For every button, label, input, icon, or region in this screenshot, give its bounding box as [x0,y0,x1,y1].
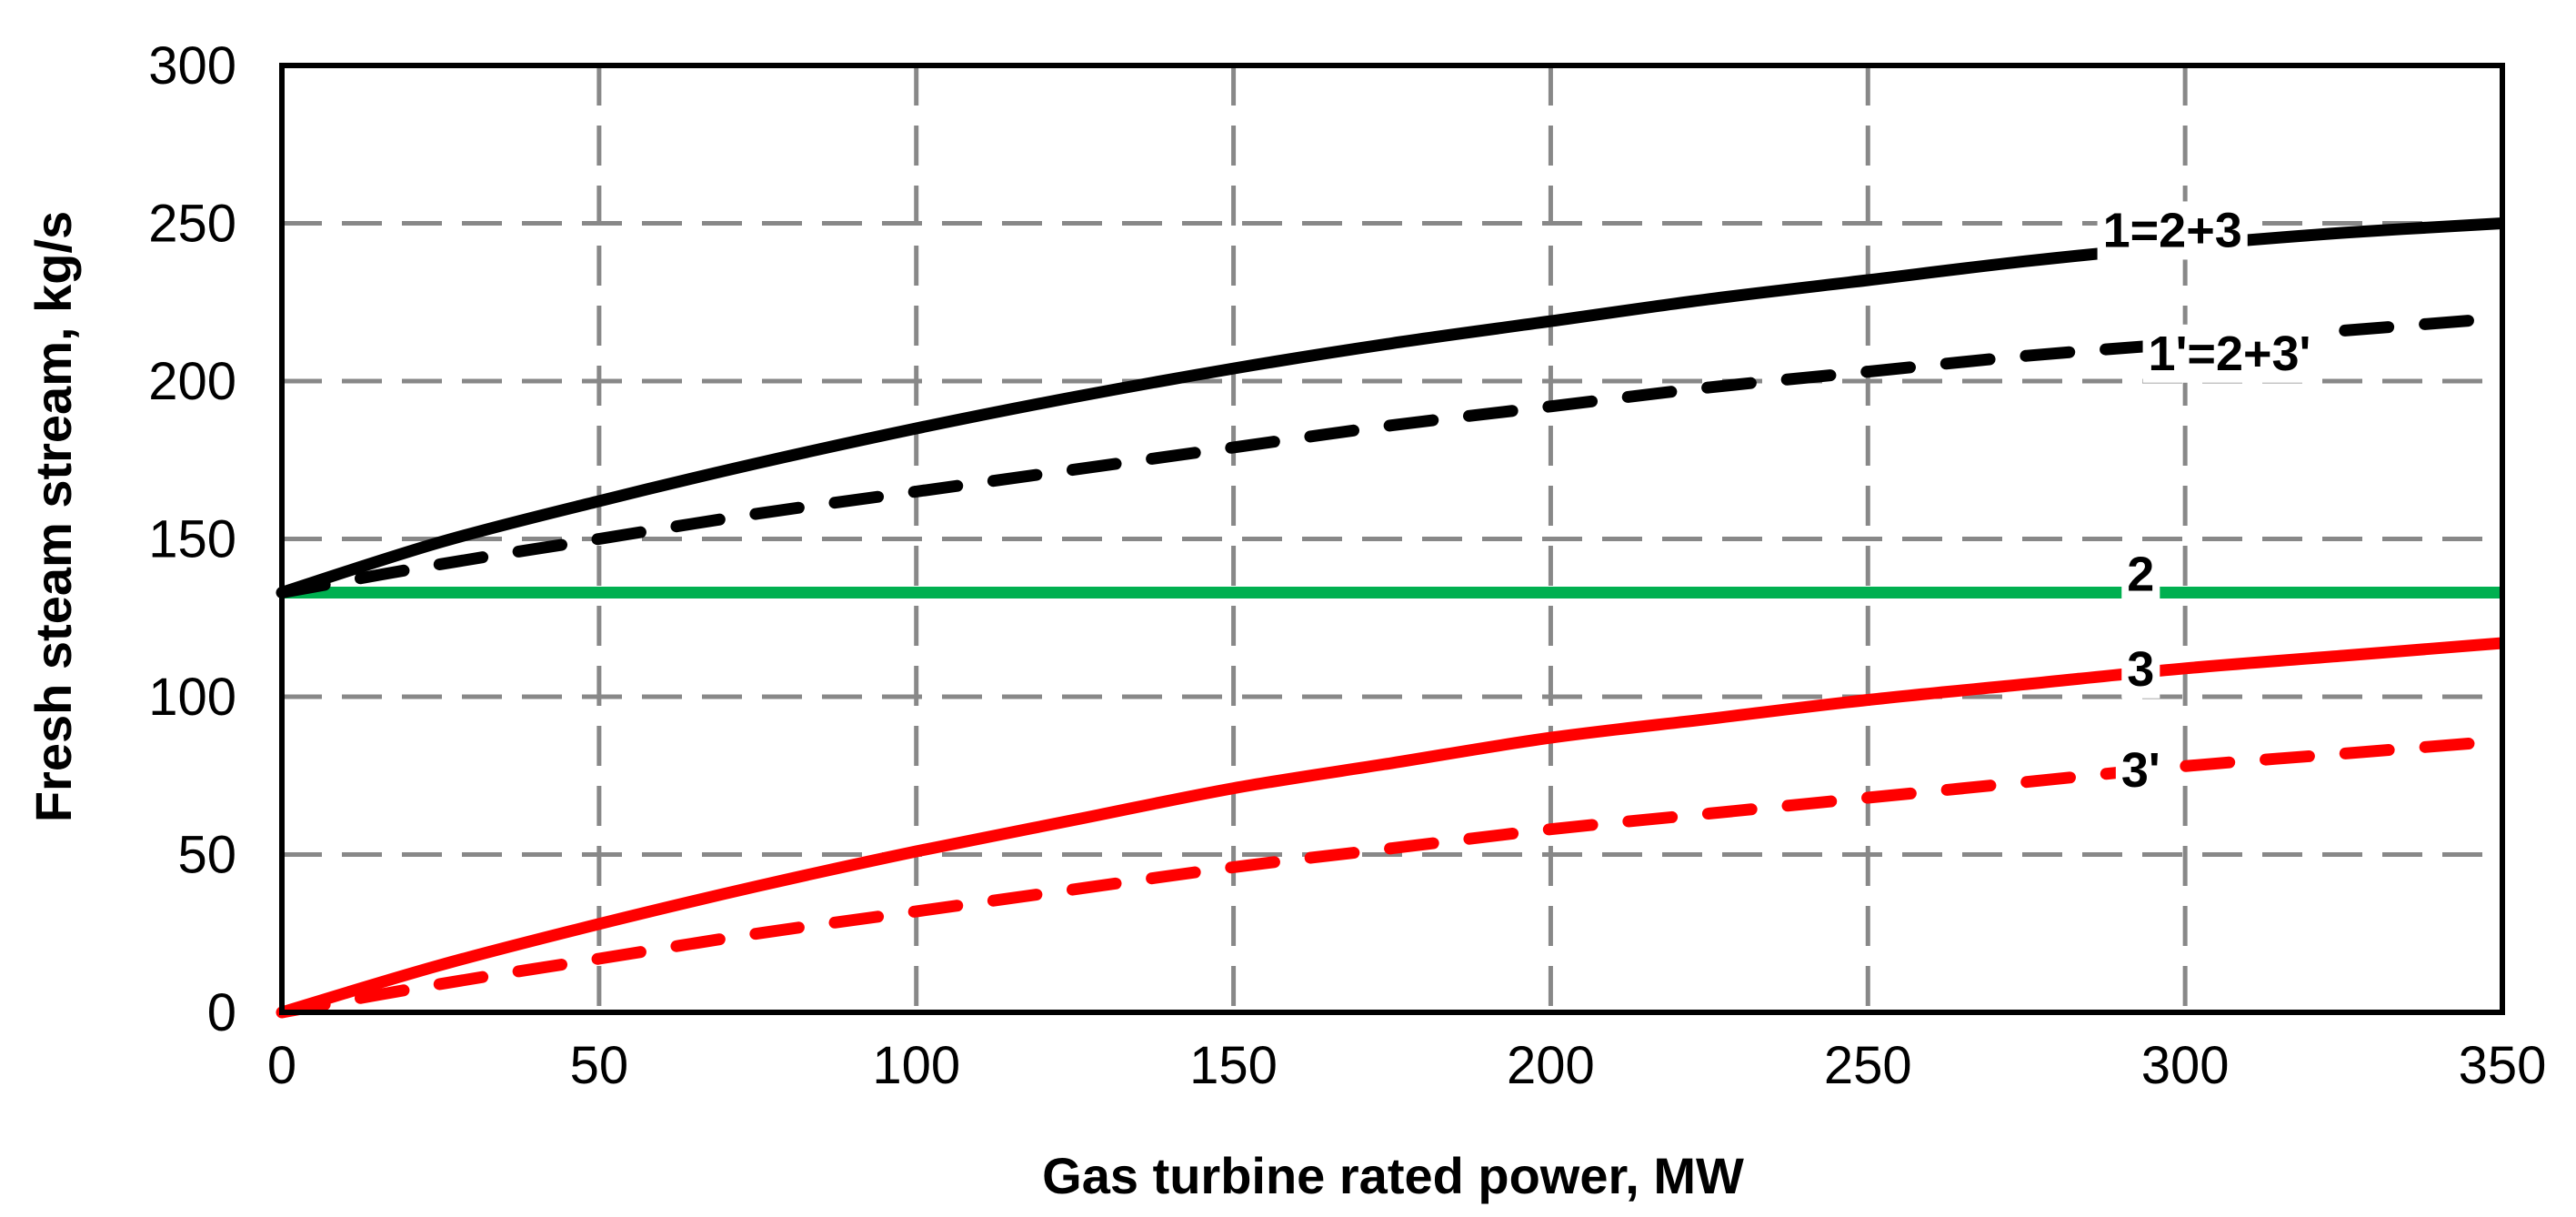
series-label-background [2121,545,2160,604]
plot-area-frame [279,63,2505,1015]
y-tick-label: 100 [148,668,236,727]
series-label-background [2121,639,2160,699]
series-label-text: 2 [2127,548,2154,602]
y-tick-label: 200 [148,352,236,411]
y-tick-label: 50 [177,826,236,885]
y-tick-label: 300 [148,36,236,96]
series-line-1-2-3 [276,312,2509,598]
x-tick-label: 150 [1189,1036,1278,1095]
series-label: 3' [2115,740,2166,800]
series-label-text: 1=2+3 [2103,203,2242,257]
x-tick-label: 50 [570,1036,629,1095]
series-label-text: 3 [2127,642,2154,697]
series-label: 1=2+3 [2097,201,2248,260]
y-axis-title: Fresh steam stream, kg/s [25,211,82,822]
series-label: 3 [2121,639,2160,699]
y-axis-ticks: 0 50 100 150 200 250 300 [148,36,236,1042]
series-label-layer: 1=2+3 1'=2+3' 2 3 3' [2097,201,2317,800]
y-tick-label: 150 [148,510,236,569]
series-label-background [2142,324,2317,383]
x-tick-label: 250 [1824,1036,1912,1095]
x-axis-ticks: 0 50 100 150 200 250 300 350 [267,1036,2547,1095]
y-tick-label: 0 [207,983,236,1042]
x-tick-label: 350 [2459,1036,2547,1095]
x-tick-label: 200 [1507,1036,1595,1095]
series-label-background [2097,201,2248,260]
series-label: 2 [2121,545,2160,604]
series-label-text: 3' [2121,743,2160,798]
series-label: 1'=2+3' [2142,324,2317,383]
y-tick-label: 250 [148,195,236,254]
series-label-text: 1'=2+3' [2149,327,2311,381]
x-tick-label: 100 [872,1036,960,1095]
x-tick-label: 0 [267,1036,296,1095]
series-label-background [2115,740,2166,800]
x-tick-label: 300 [2141,1036,2230,1095]
x-axis-title: Gas turbine rated power, MW [1042,1147,1744,1204]
